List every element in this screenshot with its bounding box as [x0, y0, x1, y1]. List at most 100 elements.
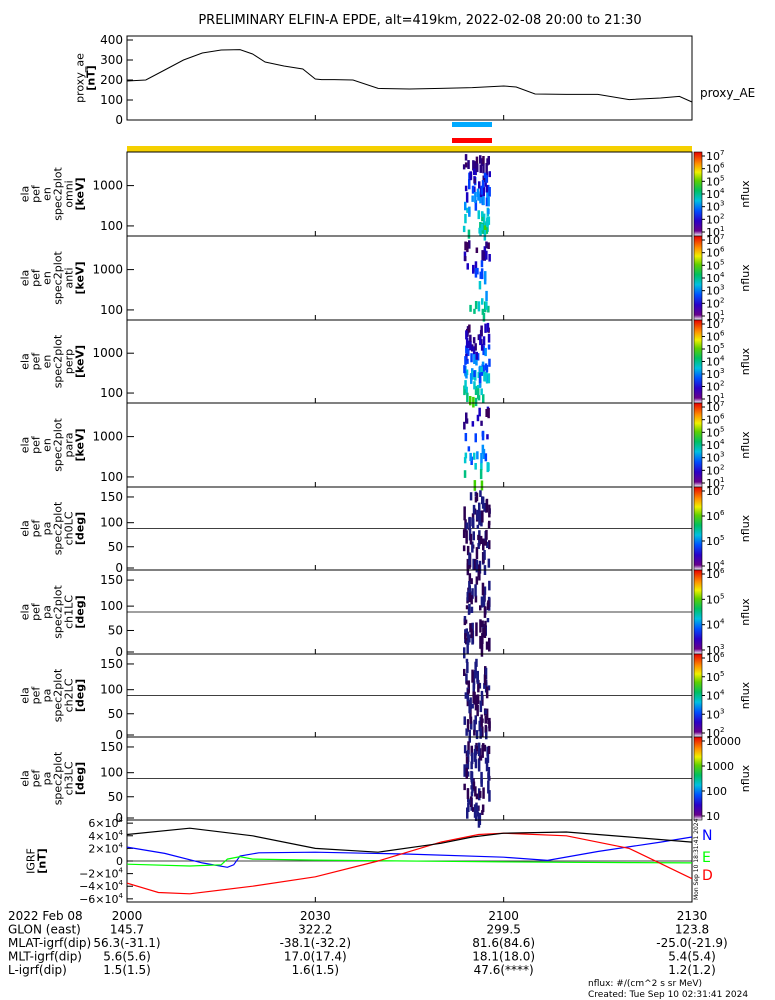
spectrogram-cell [474, 661, 477, 675]
colorbar-tick-label: 102 [706, 212, 724, 226]
proxy-ae-line [126, 49, 693, 103]
colorbar-label: nflux [739, 764, 752, 792]
spectrogram-cell [466, 700, 470, 707]
spectrogram-ytick-label: 0 [115, 811, 123, 825]
proxy-ae-ytick-label: 100 [100, 93, 123, 107]
spectrogram-cell [477, 758, 481, 772]
spectrogram-cell [464, 241, 467, 251]
spectrogram-cell [479, 329, 483, 336]
spectrogram-cell [466, 719, 470, 732]
colorbar-tick-label: 101 [706, 225, 724, 239]
igrf-legend-N: N [702, 828, 712, 844]
spectrogram-cells [463, 322, 491, 408]
spectrogram-cell [479, 365, 482, 371]
spectrogram-cell [469, 623, 472, 629]
spectrogram-cell [486, 322, 490, 332]
spectrogram-cell [479, 194, 482, 204]
colorbar-tick-exponent: 1 [720, 476, 724, 484]
colorbar-tick-label: 103 [706, 643, 724, 657]
spectrogram-cell [481, 298, 484, 305]
spectrogram-cell [487, 305, 490, 313]
spectrogram-cell [485, 185, 489, 193]
x-row-value: 2000 [112, 909, 143, 923]
spectrogram-cell [485, 409, 488, 417]
spectrogram-cell [475, 745, 478, 752]
spectrogram-ytick-label: 0 [115, 728, 123, 742]
spectrogram-cell [464, 380, 467, 390]
spectrogram-cell [469, 492, 473, 501]
spectrogram-cell [481, 810, 484, 815]
spectrogram-cell [471, 185, 475, 194]
colorbar-tick-label: 105 [706, 670, 724, 684]
spectrogram-cell [482, 336, 486, 346]
spectrogram-cell [466, 771, 470, 777]
x-row-value: 1.5(1.5) [103, 963, 151, 977]
spectrogram-cell [466, 788, 470, 799]
colorbar [693, 402, 703, 488]
spectrogram-cell [475, 351, 478, 360]
spectrogram-cell [482, 156, 485, 165]
spectrogram-cell [462, 545, 466, 552]
spectrogram-cell [468, 585, 471, 599]
x-row-value: 56.3(-31.1) [93, 936, 160, 950]
spectrogram-cell [488, 171, 491, 178]
proxy-ae-ylabel: proxy_ae[nT] [74, 53, 98, 103]
spectrogram-cell [479, 469, 483, 480]
spectrogram-cell [481, 496, 484, 505]
spectrogram-cell [479, 635, 482, 649]
igrf-ytick-exponent: 4 [119, 829, 124, 837]
spectrogram-cells [463, 658, 491, 743]
spectrogram-cell [466, 242, 469, 253]
spectrogram-cell [473, 178, 476, 184]
spectrogram-cell [471, 517, 474, 527]
spectrogram-cell [487, 685, 491, 691]
spectrogram-cell [488, 187, 491, 197]
spectrogram-cell [480, 343, 484, 351]
spectrogram-3-ylabel-line: pef [30, 435, 43, 454]
spectrogram-cells [463, 406, 490, 491]
colorbar-tick-exponent: 4 [720, 271, 725, 279]
igrf-ytick-label: −6×104 [79, 892, 123, 906]
spectrogram-cell [475, 547, 479, 560]
spectrogram-cell [480, 158, 484, 166]
x-row-value: 322.2 [298, 923, 332, 937]
spectrogram-5-ylabel-line: pef [30, 602, 43, 621]
colorbar-tick-label: 107 [706, 149, 724, 163]
spectrogram-cell [483, 230, 487, 241]
spectrogram-cell [474, 697, 478, 711]
igrf-ytick-exponent: 4 [119, 816, 124, 824]
spectrogram-ytick-label: 1000 [92, 430, 123, 444]
spectrogram-cell [472, 531, 475, 541]
spectrogram-cell [475, 793, 479, 800]
spectrogram-cell [481, 744, 484, 758]
spectrogram-cell [478, 227, 481, 234]
spectrogram-cell [469, 304, 472, 312]
spectrogram-cell [478, 720, 481, 732]
colorbar-tick-exponent: 5 [720, 425, 724, 433]
colorbar-tick-exponent: 4 [720, 355, 725, 363]
spectrogram-0-ylabel-line: en [41, 187, 54, 201]
spectrogram-cell [465, 767, 468, 779]
spectrogram-cell [465, 756, 469, 764]
spectrogram-cells [462, 154, 491, 241]
spectrogram-ytick-label: 150 [100, 657, 123, 671]
spin-phase-bar-yellow [127, 146, 692, 152]
spectrogram-cell [482, 538, 485, 551]
spectrogram-0-ylabel-line: spec2plot [52, 167, 65, 221]
spectrogram-cell [488, 254, 491, 262]
colorbar-tick-label: 10 [706, 810, 720, 823]
spectrogram-ytick-label: 100 [100, 303, 123, 317]
spectrogram-cell [471, 541, 474, 553]
spectrogram-cell [474, 386, 478, 395]
spectrogram-4-ylabel-line: spec2plot [52, 501, 65, 555]
spectrogram-cell [487, 196, 490, 207]
spectrogram-cells [462, 490, 491, 577]
colorbar-tick-label: 101 [706, 309, 724, 323]
spectrogram-cell [473, 480, 477, 491]
spectrogram-1-ylabel-line: [keV] [74, 261, 87, 294]
spectrogram-cell [481, 582, 485, 596]
spectrogram-cell [468, 699, 471, 714]
spectrogram-cell [465, 680, 469, 685]
spectrogram-cell [475, 730, 479, 740]
